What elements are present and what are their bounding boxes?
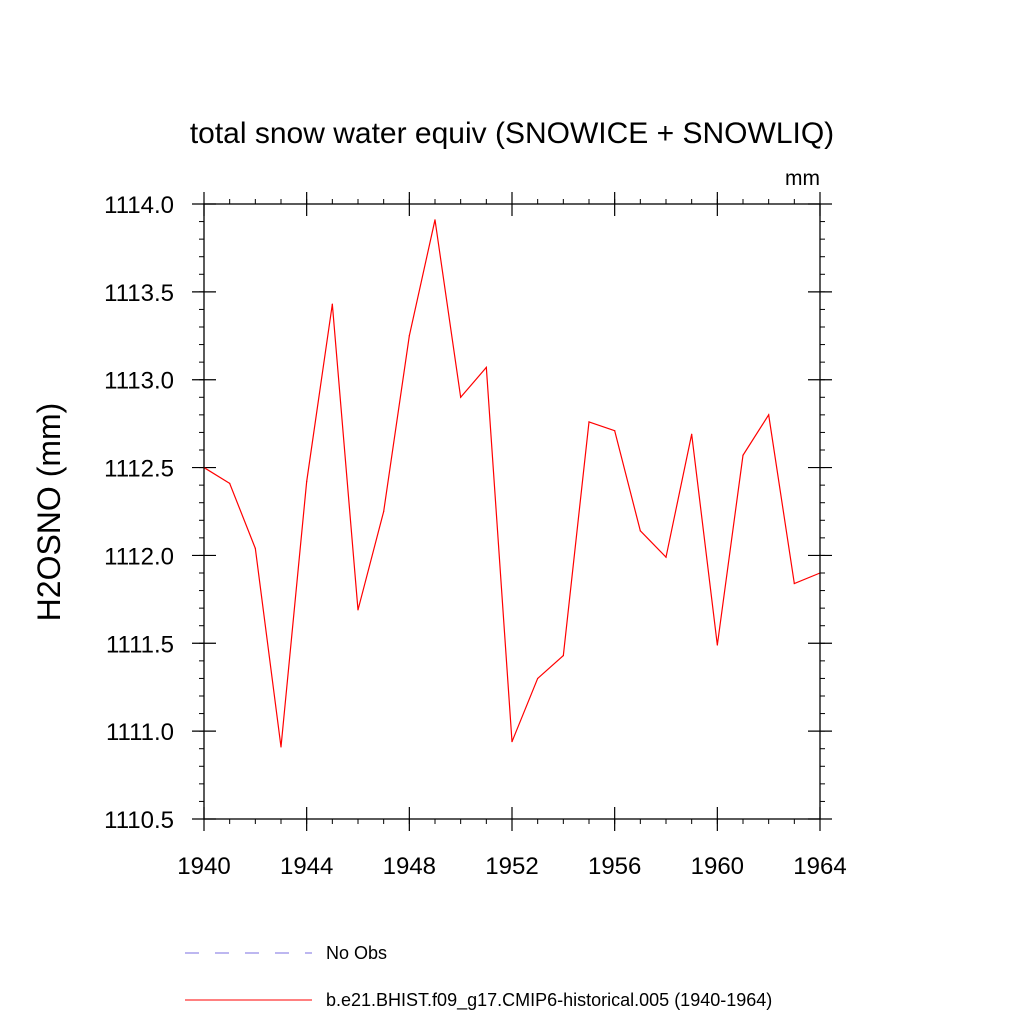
y-tick-label: 1111.5 (106, 631, 174, 658)
data-point (306, 481, 308, 483)
data-point (665, 556, 667, 558)
y-tick-label: 1110.5 (104, 807, 174, 834)
data-point (357, 609, 359, 611)
y-tick-label: 1111.0 (106, 719, 174, 746)
data-point (588, 421, 590, 423)
data-point (254, 547, 256, 550)
series-line (203, 219, 821, 748)
data-point (793, 582, 795, 585)
data-point (460, 396, 462, 398)
units-label: mm (785, 167, 820, 190)
series-layer (203, 219, 821, 748)
x-tick-label: 1960 (691, 853, 744, 880)
y-tick-label: 1113.0 (104, 368, 174, 395)
data-point (485, 366, 487, 369)
x-tick-labels: 1940 1944 1948 1952 1956 1960 1964 (177, 853, 846, 880)
legend-label: No Obs (326, 943, 387, 963)
x-tick-label: 1948 (383, 853, 436, 880)
data-point (383, 510, 385, 513)
data-point (280, 746, 282, 748)
y-tick-label: 1114.0 (104, 192, 174, 219)
legend-label: b.e21.BHIST.f09_g17.CMIP6-historical.005… (326, 990, 772, 1011)
y-axis-label: H2OSNO (mm) (31, 403, 67, 622)
data-point (434, 219, 436, 221)
minor-ticks (199, 199, 825, 824)
chart-title: total snow water equiv (SNOWICE + SNOWLI… (190, 117, 834, 150)
plot-frame (203, 203, 821, 820)
data-point (331, 303, 333, 305)
y-tick-label: 1112.0 (104, 543, 174, 570)
data-point (742, 454, 744, 456)
y-tick-label: 1112.5 (104, 456, 174, 483)
data-point (639, 530, 641, 532)
x-tick-label: 1940 (177, 853, 230, 880)
data-point (614, 430, 616, 432)
legend: No Obs b.e21.BHIST.f09_g17.CMIP6-historic… (185, 943, 772, 1011)
data-point (716, 644, 718, 646)
x-tick-label: 1944 (280, 853, 333, 880)
data-point (691, 433, 693, 435)
x-tick-label: 1956 (588, 853, 641, 880)
y-tick-labels: 1110.5 1111.0 1111.5 1112.0 1112.5 1113.0 1113… (104, 192, 174, 834)
data-point (537, 677, 539, 680)
data-point (562, 654, 564, 657)
y-tick-label: 1113.5 (104, 280, 174, 307)
data-point (229, 482, 231, 484)
data-point (768, 414, 770, 416)
data-point (408, 335, 410, 337)
x-tick-label: 1964 (793, 853, 846, 880)
data-point (511, 741, 513, 743)
x-tick-label: 1952 (485, 853, 538, 880)
